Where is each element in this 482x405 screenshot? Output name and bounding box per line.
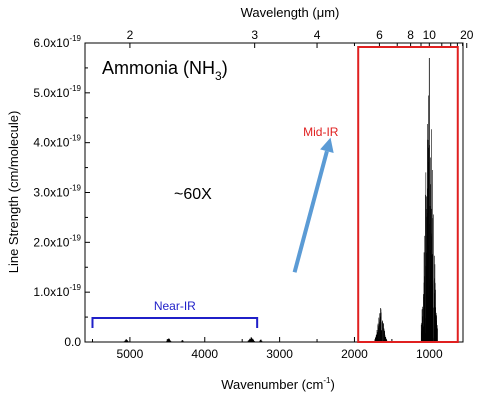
spectrum-lines	[123, 57, 438, 342]
y-tick-label: 1.0x10-19	[33, 283, 81, 299]
x-tick-label: 5000	[117, 347, 144, 361]
top-axis-title: Wavelength (μm)	[241, 5, 340, 20]
mid-ir-box	[357, 46, 459, 343]
x-axis-title: Wavenumber (cm-1)	[221, 376, 335, 392]
near-ir-label: Near-IR	[154, 299, 196, 313]
top-tick-label: 4	[314, 28, 321, 42]
top-tick-label: 3	[251, 28, 258, 42]
y-tick-label: 4.0x10-19	[33, 134, 81, 150]
y-tick-label: 6.0x10-19	[33, 34, 81, 50]
increase-arrow-head	[320, 137, 334, 154]
x-axis-ticks: 5000 4000 3000 2000 1000	[91, 337, 443, 361]
y-tick-label: 2.0x10-19	[33, 233, 81, 249]
molecule-label: Ammonia (NH3)	[102, 58, 228, 83]
y-tick-label: 5.0x10-19	[33, 84, 81, 100]
increase-arrow	[292, 150, 329, 273]
x-tick-label: 2000	[341, 347, 368, 361]
top-tick-label: 2	[127, 28, 134, 42]
top-tick-label: 20	[460, 28, 474, 42]
x-tick-label: 3000	[266, 347, 293, 361]
ratio-label: ~60X	[174, 186, 212, 203]
y-axis-title: Line Strength (cm/molecule)	[6, 111, 21, 274]
top-tick-label: 10	[423, 28, 437, 42]
x-tick-label: 1000	[416, 347, 443, 361]
near-ir-bracket	[91, 317, 259, 328]
x-tick-label: 4000	[191, 347, 218, 361]
y-tick-label: 3.0x10-19	[33, 184, 81, 200]
top-tick-label: 8	[407, 28, 414, 42]
mid-ir-label: Mid-IR	[303, 125, 339, 139]
y-tick-label: 0.0	[64, 335, 81, 349]
y-axis-ticks: 0.0 1.0x10-19 2.0x10-19 3.0x10-19 4.0x10-19 5…	[33, 34, 90, 349]
top-tick-label: 6	[376, 28, 383, 42]
plot-frame	[84, 42, 464, 343]
top-axis-ticks: 2 3 4 6 8 10 20	[127, 28, 474, 48]
